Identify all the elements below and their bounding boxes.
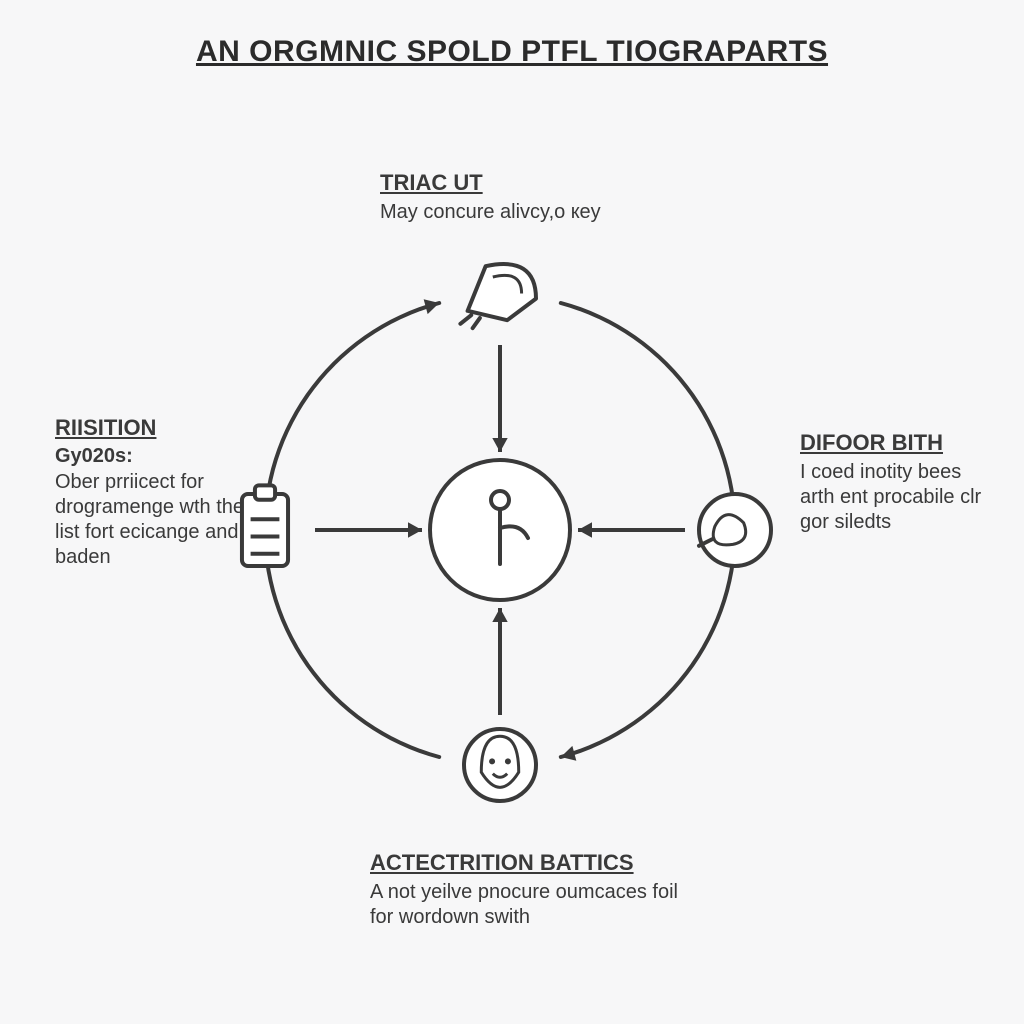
node-header: ACTECTRITION BATTICS: [370, 850, 634, 876]
node-label-bottom: ACTECTRITION BATTICS A not yeilve pnocure…: [370, 850, 700, 930]
node-subheader: Gy020s:: [55, 445, 255, 468]
node-body: Ober prriicect for drogramenge wth the l…: [55, 470, 255, 570]
gear-ball-icon: [699, 494, 771, 566]
device-icon: [460, 264, 536, 328]
node-header: RIISITION: [55, 415, 156, 441]
node-label-right: DIFOOR BITH I coed inotity bees arth ent …: [800, 430, 1000, 535]
node-label-left: RIISITION Gy020s:Ober prriicect for drogr…: [55, 415, 255, 570]
node-body: I coed inotity bees arth ent procabile c…: [800, 460, 1000, 535]
node-label-top: TRIAC UT May concure alivcy,o кey: [380, 170, 700, 225]
node-header: TRIAC UT: [380, 170, 483, 196]
node-body: A not yeilve pnocure oumcaces foil for w…: [370, 880, 700, 930]
face-ball-icon: [464, 729, 536, 801]
node-header: DIFOOR BITH: [800, 430, 943, 456]
diagram-page: AN ORGMNIC SPOLD PTFL TIOGRAPARTS TRIAC …: [0, 0, 1024, 1024]
node-body: May concure alivcy,o кey: [380, 200, 700, 225]
